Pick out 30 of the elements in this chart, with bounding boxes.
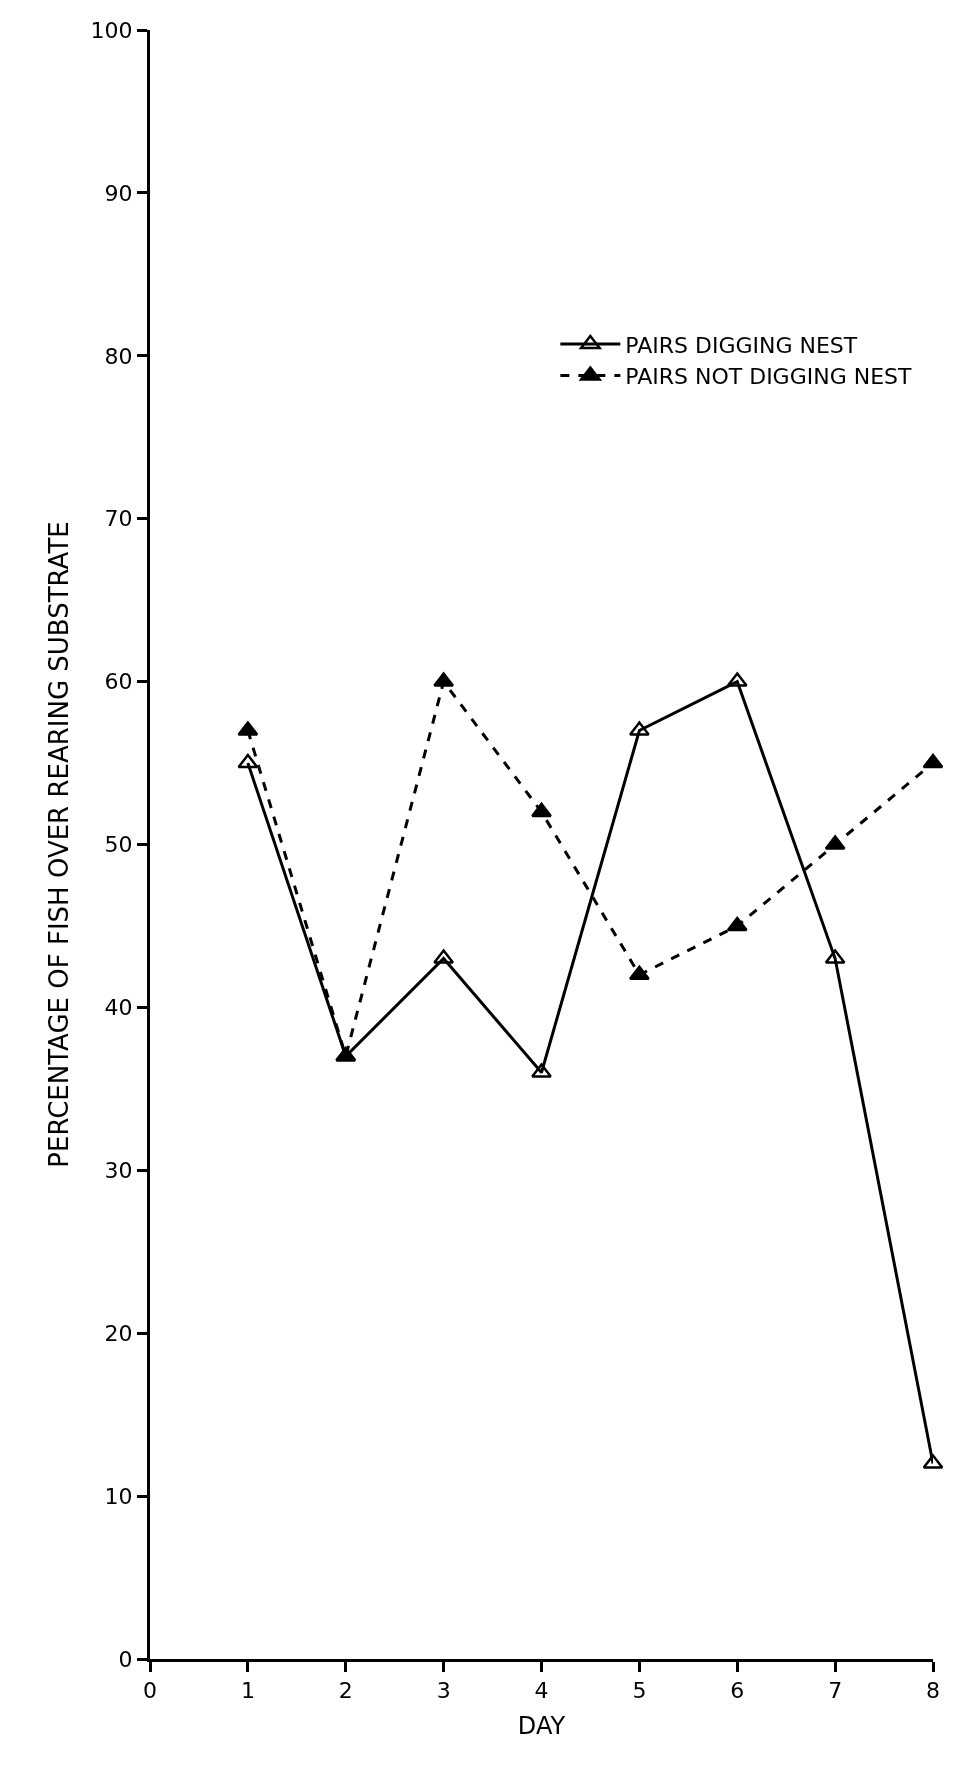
point xyxy=(628,965,650,981)
x-tick-label: 6 xyxy=(730,1678,745,1704)
x-tick-label: 2 xyxy=(338,1678,353,1704)
y-tick-label: 90 xyxy=(104,180,133,206)
x-axis-title: DAY xyxy=(517,1711,566,1740)
point xyxy=(531,802,552,818)
y-tick-label: 80 xyxy=(104,343,133,369)
y-tick-label: 100 xyxy=(90,17,133,43)
y-tick-label: 20 xyxy=(104,1320,133,1346)
y-axis-title: PERCENTAGE OF FISH OVER REARING SUBSTRATE xyxy=(44,521,74,1168)
point xyxy=(237,753,259,769)
x-tick-label: 0 xyxy=(143,1678,157,1704)
legend-label: PAIRS NOT DIGGING NEST xyxy=(625,364,913,390)
x-tick-label: 5 xyxy=(632,1678,647,1704)
point xyxy=(531,1063,552,1078)
y-tick-label: 60 xyxy=(104,669,133,695)
x-tick-label: 1 xyxy=(240,1678,255,1704)
x-tick-label: 3 xyxy=(436,1678,451,1704)
point xyxy=(726,916,748,932)
y-tick-label: 30 xyxy=(104,1158,133,1183)
y-tick-label: 40 xyxy=(104,995,133,1021)
y-tick-label: 0 xyxy=(118,1646,133,1672)
y-tick-label: 50 xyxy=(104,832,133,858)
x-tick-label: 4 xyxy=(534,1678,549,1704)
y-tick-label: 70 xyxy=(104,506,133,532)
y-tick-label: 10 xyxy=(104,1483,133,1509)
legend-label: PAIRS DIGGING NEST xyxy=(625,332,858,358)
x-tick-label: 8 xyxy=(926,1678,940,1704)
x-tick-label: 7 xyxy=(828,1678,843,1704)
point xyxy=(922,753,944,769)
